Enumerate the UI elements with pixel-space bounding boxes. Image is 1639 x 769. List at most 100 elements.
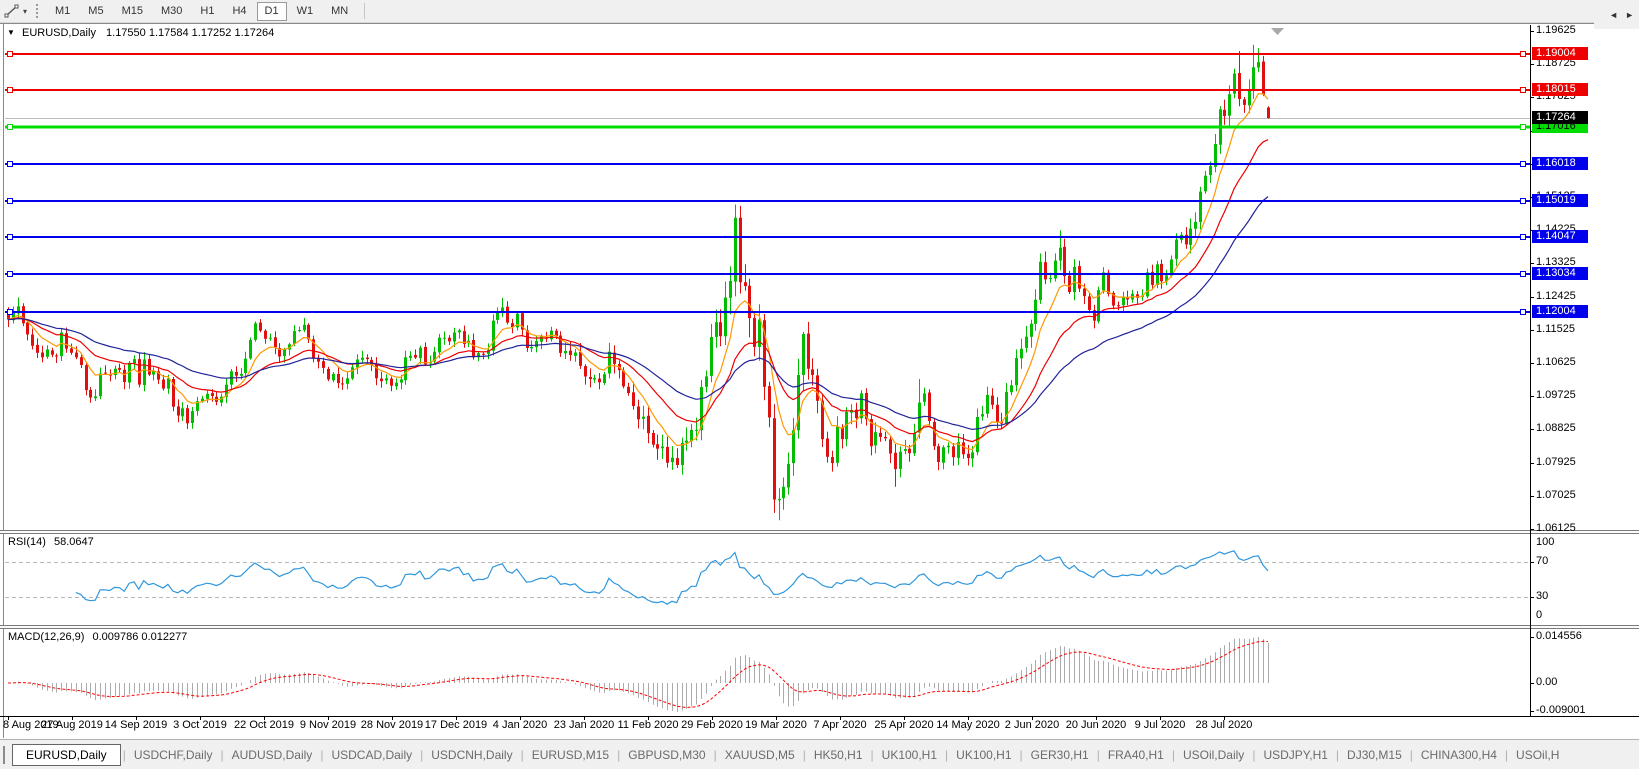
macd-scale-label: 0.00 [1536, 676, 1558, 688]
timeframe-button-H1[interactable]: H1 [200, 4, 215, 17]
date-label: 19 Mar 2020 [745, 719, 807, 731]
date-label: 28 Jul 2020 [1195, 719, 1253, 731]
tab-item-usoil-daily[interactable]: USOil,Daily [1182, 747, 1245, 762]
tab-item-ger30-h1[interactable]: GER30,H1 [1030, 747, 1089, 762]
tab-separator: | [1335, 747, 1340, 762]
timeframe-button-MN[interactable]: MN [331, 4, 349, 17]
level-price-label[interactable]: 1.14047 [1532, 230, 1588, 243]
timeframe-button-D1[interactable]: D1 [256, 1, 287, 21]
rsi-indicator-label: RSI(14) 58.0647 [8, 536, 94, 548]
level-price-label[interactable]: 1.15019 [1532, 194, 1588, 207]
date-label: 23 Jan 2020 [553, 719, 615, 731]
price-tick: 1.13325 [1536, 256, 1576, 268]
date-label: 3 Oct 2019 [173, 719, 227, 731]
date-label: 8 Aug 2019 [3, 719, 59, 731]
date-label: 22 Oct 2019 [234, 719, 294, 731]
tab-item-usdjpy-h1[interactable]: USDJPY,H1 [1263, 747, 1328, 762]
macd-indicator-label: MACD(12,26,9) 0.009786 0.012277 [8, 631, 187, 643]
price-tick: 1.08825 [1536, 422, 1576, 434]
drawing-tool-icon[interactable] [2, 3, 22, 19]
tab-separator: | [1252, 747, 1256, 762]
toolbar: ▾ M1 M5 M15 M30 H1 H4 D1 W1 MN [0, 0, 1639, 23]
tab-item-usdcad-daily[interactable]: USDCAD,Daily [331, 747, 413, 762]
date-label: 4 Jan 2020 [492, 719, 548, 731]
level-price-label[interactable]: 1.19004 [1532, 47, 1588, 60]
toolbar-grip[interactable] [36, 4, 39, 18]
macd-scale-label: 0.014556 [1536, 630, 1582, 642]
date-label: 14 Sep 2019 [104, 719, 168, 731]
tab-separator: | [802, 747, 806, 762]
timeframe-button-M1[interactable]: M1 [55, 4, 71, 17]
price-tick: 1.06125 [1536, 522, 1576, 534]
timeframe-button-M15[interactable]: M15 [121, 4, 143, 17]
date-label: 11 Feb 2020 [617, 719, 679, 731]
tab-item-eurusd-m15[interactable]: EURUSD,M15 [531, 747, 610, 762]
tab-separator: | [870, 747, 874, 762]
tab-item-usdchf-daily[interactable]: USDCHF,Daily [133, 747, 213, 762]
tab-item-hk50-h1[interactable]: HK50,H1 [813, 747, 863, 762]
tab-separator: | [1504, 747, 1509, 762]
level-price-label[interactable]: 1.18015 [1532, 83, 1588, 96]
timeframe-button-M5[interactable]: M5 [88, 4, 104, 17]
tab-separator: | [617, 747, 621, 762]
price-tick: 1.07025 [1536, 489, 1576, 501]
macd-values: 0.009786 0.012277 [92, 631, 188, 643]
tab-item-usdcnh-daily[interactable]: USDCNH,Daily [431, 747, 513, 762]
level-price-label[interactable]: 1.16018 [1532, 157, 1588, 170]
tab-items: EURUSD,Daily | USDCHF,Daily | AUDUSD,Daily | U… [10, 743, 1567, 766]
chart-dropdown-caret[interactable]: ▼ [7, 28, 15, 37]
tab-item-audusd-daily[interactable]: AUDUSD,Daily [231, 747, 313, 762]
toolbar-separator [364, 3, 366, 19]
tab-separator: | [320, 747, 324, 762]
tab-item-xauusd-m5[interactable]: XAUUSD,M5 [724, 747, 795, 762]
tab-separator: | [945, 747, 949, 762]
tab-scroll-right-icon[interactable]: ► [1625, 9, 1634, 20]
date-label: 9 Jul 2020 [1134, 719, 1186, 731]
tab-scroll-left-icon[interactable]: ◄ [1609, 9, 1619, 20]
price-tick: 1.12425 [1536, 290, 1576, 302]
tab-scroll-arrows: ◄ ► [1594, 0, 1639, 29]
tab-item-dj30-m15[interactable]: DJ30,M15 [1347, 747, 1402, 762]
rsi-label: RSI(14) [8, 536, 46, 548]
macd-scale-label: -0.009001 [1536, 704, 1586, 716]
tab-separator: | [220, 747, 224, 762]
macd-label: MACD(12,26,9) [8, 631, 85, 643]
date-label: 20 Jun 2020 [1065, 719, 1127, 731]
rsi-value: 58.0647 [53, 536, 94, 548]
tab-separator: | [713, 747, 717, 762]
timeframe-button-W1[interactable]: W1 [296, 4, 314, 17]
tab-item-eurusd-daily[interactable]: EURUSD,Daily [12, 743, 121, 766]
date-label: 28 Nov 2019 [360, 719, 424, 731]
price-tick: 1.10625 [1536, 356, 1576, 368]
tab-item-fra40-h1[interactable]: FRA40,H1 [1107, 747, 1164, 762]
timeframe-button-M30[interactable]: M30 [160, 4, 183, 17]
chart-shift-marker-icon [1271, 28, 1284, 35]
tab-item-china300-h4[interactable]: CHINA300,H4 [1420, 747, 1497, 762]
current-price-label: 1.17264 [1532, 111, 1588, 124]
tab-item-uk100-h1[interactable]: UK100,H1 [881, 747, 938, 762]
rsi-scale-label: 100 [1536, 536, 1555, 548]
price-tick: 1.07925 [1536, 456, 1576, 468]
price-tick: 1.09725 [1536, 389, 1576, 401]
rsi-scale-label: 0 [1536, 609, 1543, 621]
tab-separator: | [420, 747, 424, 762]
rsi-scale-label: 30 [1536, 590, 1549, 602]
tab-separator: | [520, 747, 524, 762]
level-price-label[interactable]: 1.13034 [1532, 267, 1588, 280]
date-label: 9 Nov 2019 [299, 719, 357, 731]
tab-item-usoil-h[interactable]: USOil,H [1516, 747, 1560, 762]
date-label: 25 Apr 2020 [874, 719, 934, 731]
tool-dropdown-caret[interactable]: ▾ [23, 6, 28, 16]
price-tick: 1.19625 [1536, 24, 1576, 36]
date-label: 14 May 2020 [936, 719, 1000, 731]
tab-item-uk100-h1[interactable]: UK100,H1 [956, 747, 1012, 762]
tab-separator: | [1171, 747, 1175, 762]
date-label: 7 Apr 2020 [813, 719, 867, 731]
tab-item-gbpusd-m30[interactable]: GBPUSD,M30 [628, 747, 706, 762]
timeframe-button-H4[interactable]: H4 [232, 4, 247, 17]
timeframe-button-row: M1 M5 M15 M30 H1 H4 D1 W1 MN [46, 1, 357, 21]
tab-separator: | [1096, 747, 1100, 762]
level-price-label[interactable]: 1.12004 [1532, 305, 1588, 318]
